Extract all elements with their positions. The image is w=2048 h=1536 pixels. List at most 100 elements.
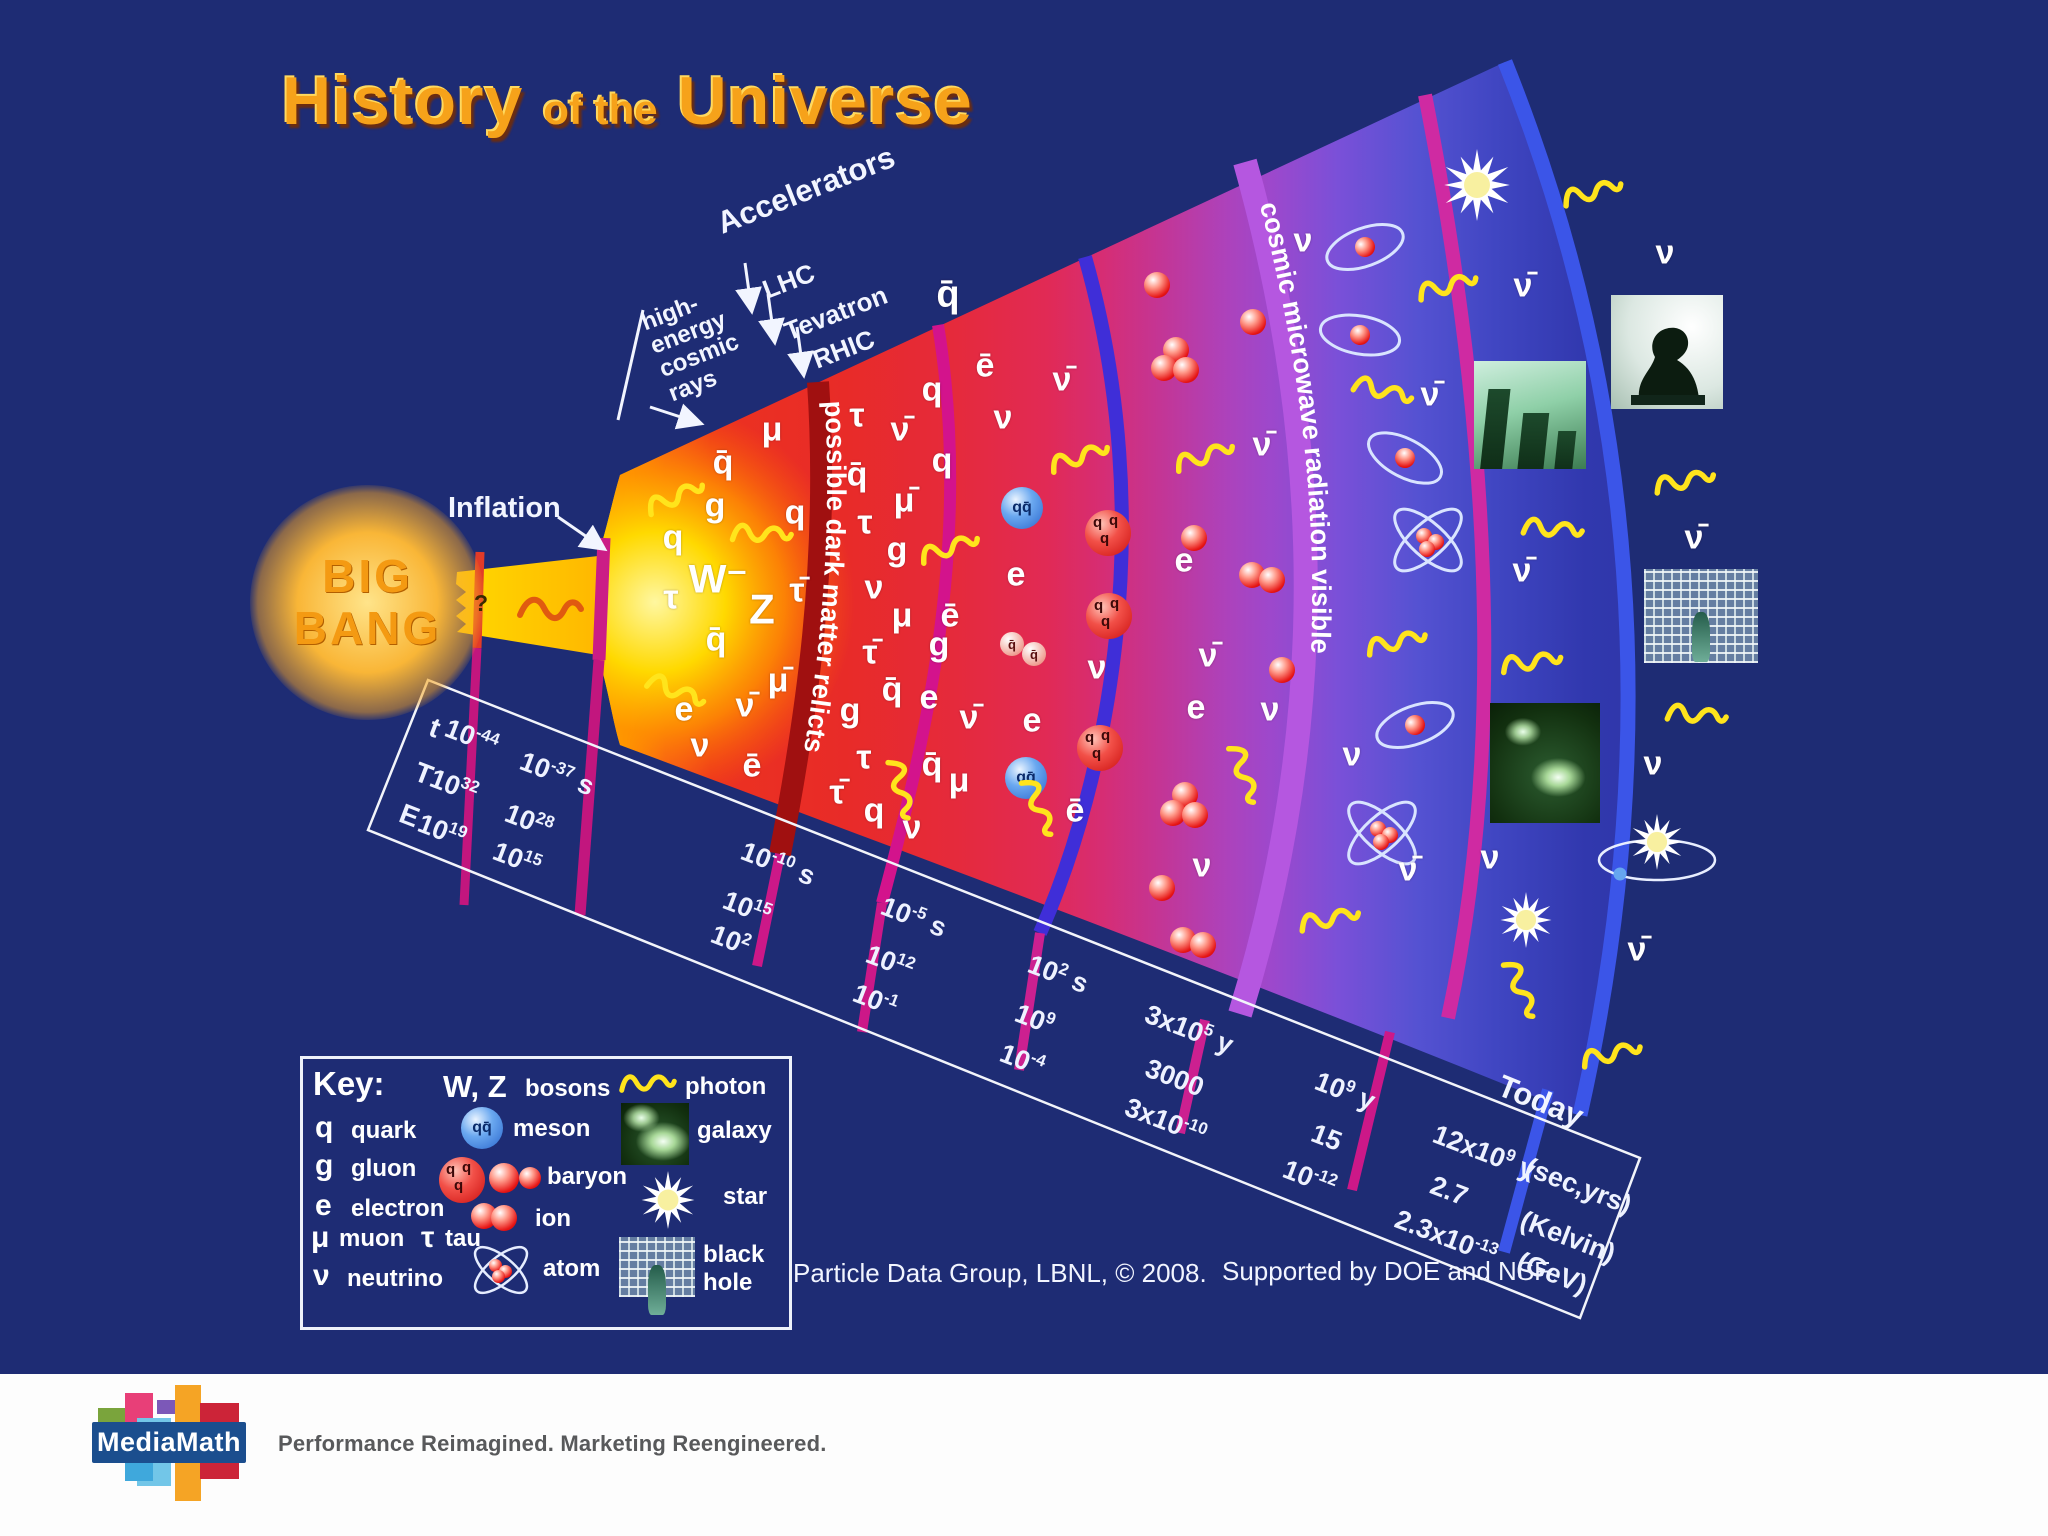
hydrogen-atom-icon (1309, 296, 1410, 373)
particle-ball (1160, 800, 1186, 826)
particle-symbol: ν̄ (1052, 360, 1072, 399)
particle-symbol: e (1174, 541, 1194, 580)
muon-label: muon (339, 1225, 405, 1252)
big-bang-line2: BANG (293, 601, 442, 654)
particle-symbol: g (886, 530, 908, 569)
universe-fan-graphic: possible dark matter relicts cosmic micr… (366, 59, 1642, 1320)
particle-symbol: ν̄ (890, 410, 910, 449)
particle-ball (1190, 932, 1216, 958)
inflation-label: Inflation (448, 492, 561, 524)
black-hole-label-1: black (703, 1241, 765, 1268)
particle-symbol: τ̄ (789, 571, 805, 610)
particle-symbol: μ (761, 410, 783, 449)
photon-icon (1654, 469, 1717, 496)
baryon-label: baryon (547, 1163, 628, 1190)
quark-symbol: q (315, 1111, 334, 1144)
dark-matter-band (769, 381, 833, 857)
particle-symbol: e (1022, 701, 1042, 740)
particle-symbol: q̄ (846, 455, 868, 494)
photon-icon (1225, 746, 1257, 805)
baryon-ball (489, 1163, 519, 1193)
hydrogen-atom-icon (1311, 202, 1419, 292)
black-hole-image (1644, 569, 1758, 663)
black-hole-label-2: hole (703, 1269, 753, 1296)
photon-icon (1176, 443, 1235, 475)
thinker-statue-image (1611, 295, 1723, 409)
particle-symbol: ν̄ (959, 698, 979, 737)
meson-icon-text: qq̄ (472, 1119, 492, 1136)
photon-icon (517, 596, 584, 621)
neutrino-label: neutrino (347, 1265, 443, 1292)
cosmic-rays-bracket (616, 309, 645, 421)
particle-symbol: τ̄ (829, 773, 845, 812)
electron-symbol: e (315, 1189, 332, 1222)
particle-symbol: τ̄ (862, 633, 878, 672)
particle-ball (1259, 567, 1285, 593)
title-word3: Universe (677, 63, 973, 139)
photon-icon (1366, 630, 1428, 658)
galaxies-image (1490, 703, 1600, 823)
particle-ball (1240, 309, 1266, 335)
electron-label: electron (351, 1195, 445, 1222)
wz-symbol: W, Z (443, 1069, 507, 1104)
particle-symbol: ν̄ (1513, 266, 1533, 305)
star-icon (1500, 892, 1552, 948)
particle-symbol: e (1186, 688, 1206, 727)
photon-icon (1563, 179, 1624, 209)
ion-icon (1170, 927, 1216, 959)
photon-icon (1418, 273, 1479, 303)
particle-ball (1173, 357, 1199, 383)
cmb-band (1228, 158, 1318, 1018)
support-text: Supported by DOE and NSF (1222, 1256, 1551, 1286)
photon-icon (729, 522, 794, 543)
meson-icon: qq̄ (1001, 487, 1043, 529)
particle-symbol: q̄ (705, 620, 727, 659)
atom-label: atom (543, 1255, 601, 1282)
particle-symbol: τ (856, 738, 872, 777)
particle-ball (1181, 525, 1207, 551)
photon-icon (921, 535, 980, 567)
nucleus-icon (1151, 337, 1201, 383)
apex-glow (590, 402, 855, 802)
particle-symbol: ν̄ (1252, 425, 1272, 464)
particle-symbol: μ̄ (893, 481, 915, 520)
particle-ball (1269, 657, 1295, 683)
particle-symbol: ν̄ (735, 686, 755, 725)
big-bang: BIG BANG (250, 485, 485, 720)
today-arc (1498, 59, 1636, 1117)
particle-symbol: τ (857, 503, 873, 542)
particle-symbol: q (931, 441, 953, 480)
star-icon (1444, 149, 1510, 221)
photon-icon (1664, 702, 1729, 724)
particle-symbol: e (674, 690, 694, 729)
particle-ball (1373, 834, 1389, 850)
particle-symbol: ē (1065, 791, 1085, 830)
lhc-arrow (735, 262, 762, 315)
big-bang-line1: BIG (322, 549, 413, 602)
galaxy-label: galaxy (697, 1117, 772, 1144)
nucleus-icon (1160, 782, 1210, 828)
particle-ball (1144, 272, 1170, 298)
atom-icon (1334, 791, 1430, 875)
baryon-ball (519, 1167, 541, 1189)
footer: MediaMath Performance Reimagined. Market… (0, 1374, 2048, 1536)
stripe-1e-37-tick (574, 659, 605, 916)
stripe-1e2-tick (1014, 932, 1045, 1071)
particle-symbol: ν̄ (1198, 636, 1218, 675)
particle-ball (1151, 355, 1177, 381)
photon-icon (644, 673, 707, 707)
stripe-1e-5-tick (857, 902, 887, 1033)
particle-symbol: μ (948, 761, 970, 800)
particle-symbol: τ (663, 578, 679, 617)
ion-icon (491, 1205, 517, 1231)
particle-symbol: ē (742, 746, 762, 785)
particle-ball (1149, 875, 1175, 901)
particle-symbol: ν (1480, 838, 1500, 877)
particle-symbol: Z (749, 585, 775, 633)
tevatron-arrow (758, 293, 785, 346)
particle-symbol: ν̄ (1420, 375, 1440, 414)
star-with-planet-icon (1582, 808, 1732, 898)
rhic-arrow (787, 326, 814, 379)
